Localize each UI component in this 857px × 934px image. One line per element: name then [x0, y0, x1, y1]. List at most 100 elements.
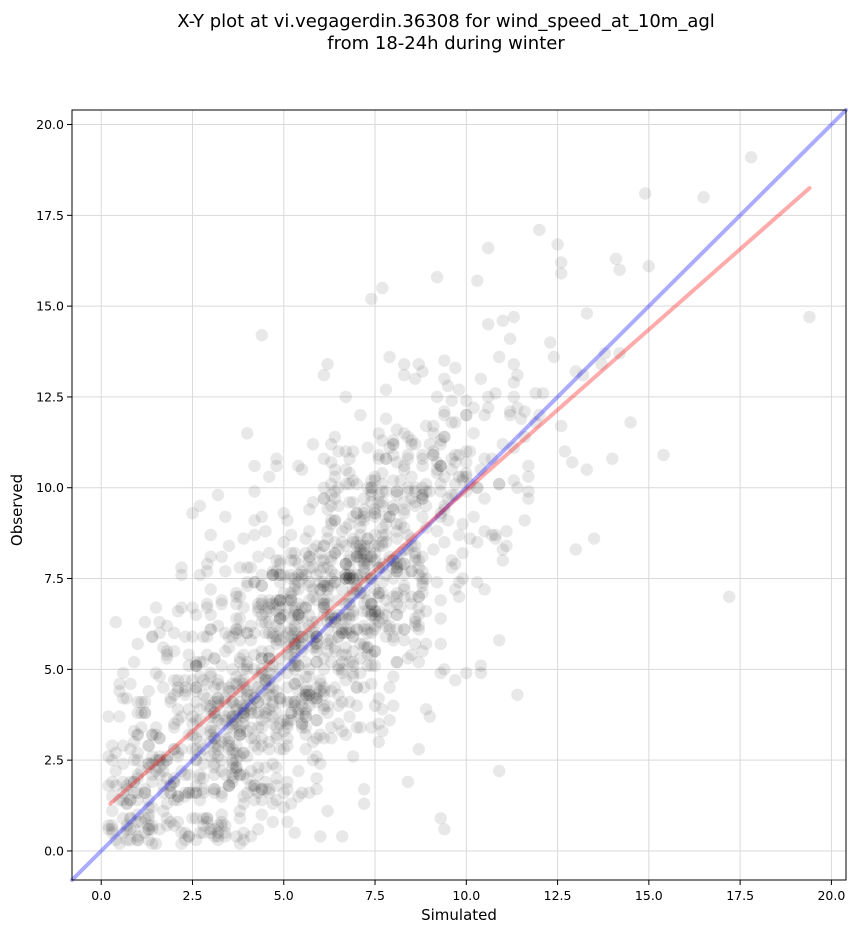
scatter-point — [215, 597, 228, 611]
scatter-point — [204, 670, 217, 683]
scatter-point — [354, 721, 367, 734]
scatter-point — [255, 597, 268, 611]
scatter-point — [434, 612, 447, 625]
scatter-point — [485, 452, 499, 465]
scatter-point — [193, 826, 206, 839]
scatter-point — [357, 623, 371, 636]
scatter-point — [383, 550, 396, 563]
scatter-point — [146, 630, 159, 643]
scatter-point — [365, 608, 378, 622]
scatter-point — [131, 768, 144, 781]
scatter-point — [208, 652, 221, 665]
scatter-point — [434, 510, 447, 523]
scatter-point — [405, 532, 418, 545]
scatter-point — [317, 684, 331, 698]
scatter-point — [354, 568, 367, 582]
scatter-point — [493, 764, 506, 778]
scatter-point — [544, 336, 557, 349]
scatter-point — [295, 641, 309, 654]
scatter-point — [211, 743, 225, 756]
scatter-point — [153, 768, 166, 781]
scatter-point — [230, 670, 243, 683]
scatter-point — [222, 779, 236, 792]
scatter-point — [273, 692, 287, 705]
scatter-point — [230, 623, 243, 636]
scatter-point — [248, 576, 261, 589]
scatter-point — [281, 739, 294, 752]
scatter-point — [127, 724, 141, 738]
scatter-point — [401, 543, 415, 556]
scatter-point — [343, 572, 356, 585]
scatter-point — [310, 630, 323, 643]
scatter-point — [241, 626, 254, 640]
scatter-point — [555, 267, 568, 280]
scatter-point — [226, 772, 239, 785]
scatter-point — [303, 594, 316, 607]
scatter-point — [379, 619, 393, 632]
scatter-point — [412, 743, 425, 756]
scatter-point — [204, 724, 217, 738]
scatter-point — [146, 728, 159, 741]
scatter-point — [208, 732, 221, 745]
scatter-point — [350, 681, 363, 694]
scatter-point — [478, 452, 491, 465]
scatter-point — [288, 623, 301, 636]
scatter-point — [328, 576, 342, 589]
scatter-point — [376, 561, 389, 574]
scatter-point — [317, 368, 331, 382]
scatter-point — [430, 270, 444, 284]
scatter-point — [332, 630, 345, 643]
scatter-point — [102, 819, 115, 832]
scatter-point — [438, 536, 451, 549]
scatter-point — [376, 536, 389, 549]
scatter-point — [405, 597, 418, 611]
scatter-point — [368, 539, 382, 552]
scatter-point — [204, 703, 217, 716]
scatter-point — [409, 539, 422, 552]
scatter-point — [317, 579, 331, 592]
scatter-point — [314, 554, 327, 567]
scatter-point — [160, 772, 174, 785]
scatter-point — [127, 655, 141, 669]
scatter-point — [295, 572, 309, 585]
scatter-point — [325, 514, 338, 527]
scatter-point — [160, 750, 174, 763]
scatter-point — [241, 684, 254, 698]
scatter-point — [452, 383, 466, 396]
scatter-point — [273, 612, 287, 625]
scatter-point — [189, 786, 203, 799]
scatter-point — [127, 775, 141, 789]
scatter-point — [277, 630, 290, 643]
scatter-point — [230, 761, 243, 774]
scatter-point — [281, 594, 294, 607]
scatter-point — [233, 804, 247, 818]
scatter-point — [259, 710, 272, 723]
scatter-point — [189, 681, 203, 694]
scatter-point — [153, 615, 166, 629]
scatter-point — [390, 485, 404, 498]
scatter-point — [266, 688, 279, 701]
scatter-point — [405, 434, 418, 447]
scatter-point — [449, 488, 462, 502]
scatter-point — [299, 655, 312, 669]
scatter-point — [346, 572, 360, 585]
scatter-point — [277, 714, 290, 727]
scatter-point — [284, 568, 298, 582]
scatter-point — [193, 724, 206, 738]
scatter-point — [398, 557, 411, 571]
scatter-point — [317, 688, 331, 701]
chart-subtitle: from 18-24h during winter — [327, 33, 565, 54]
scatter-point — [259, 677, 272, 691]
scatter-point — [292, 659, 305, 672]
scatter-point — [339, 597, 352, 611]
scatter-point — [252, 786, 265, 799]
scatter-point — [215, 819, 228, 832]
y-tick-label: 0.0 — [44, 843, 64, 858]
scatter-point — [175, 601, 188, 614]
scatter-point — [259, 674, 272, 687]
scatter-point — [219, 510, 232, 523]
scatter-point — [189, 659, 203, 672]
scatter-point — [317, 681, 331, 694]
scatter-point — [273, 612, 287, 625]
scatter-point — [288, 634, 301, 647]
